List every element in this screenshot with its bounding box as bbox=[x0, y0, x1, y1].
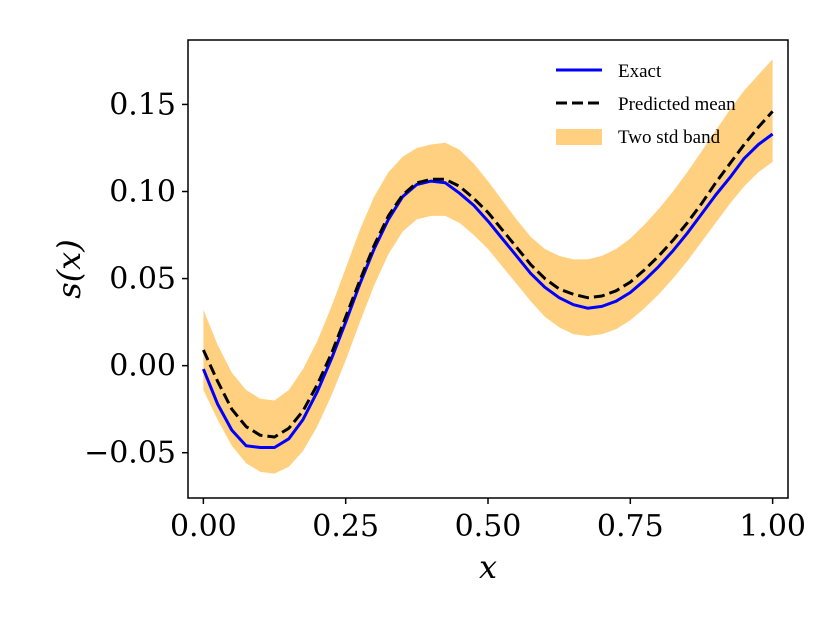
band-layer bbox=[203, 59, 773, 474]
exact-line bbox=[202, 132, 774, 449]
x-axis-label: x bbox=[479, 548, 497, 586]
x-tick-label: 1.00 bbox=[739, 509, 806, 544]
y-axis-ticks: −0.05 0.00 0.05 0.10 0.15 bbox=[84, 87, 188, 471]
y-tick-label: 0.15 bbox=[109, 87, 176, 122]
x-tick-label: 0.00 bbox=[170, 509, 237, 544]
two-std-band-area bbox=[203, 59, 773, 474]
x-tick-label: 0.50 bbox=[455, 509, 522, 544]
y-tick-label: 0.00 bbox=[109, 349, 176, 384]
legend-label-exact: Exact bbox=[618, 61, 662, 82]
legend-label-predicted-mean: Predicted mean bbox=[618, 94, 736, 115]
y-axis-label: s(x) bbox=[50, 239, 88, 298]
line-layer bbox=[202, 110, 774, 449]
y-tick-label: 0.05 bbox=[109, 262, 176, 297]
y-tick-label: 0.10 bbox=[109, 175, 176, 210]
legend: Exact Predicted mean Two std band bbox=[556, 61, 736, 148]
x-axis-ticks: 0.00 0.25 0.50 0.75 1.00 bbox=[170, 498, 806, 544]
x-tick-label: 0.25 bbox=[312, 509, 379, 544]
legend-label-two-std-band: Two std band bbox=[618, 127, 721, 148]
predicted-mean-line bbox=[202, 110, 774, 439]
x-tick-label: 0.75 bbox=[597, 509, 664, 544]
legend-swatch-two-std-band bbox=[556, 129, 602, 145]
y-tick-label: −0.05 bbox=[84, 436, 176, 471]
